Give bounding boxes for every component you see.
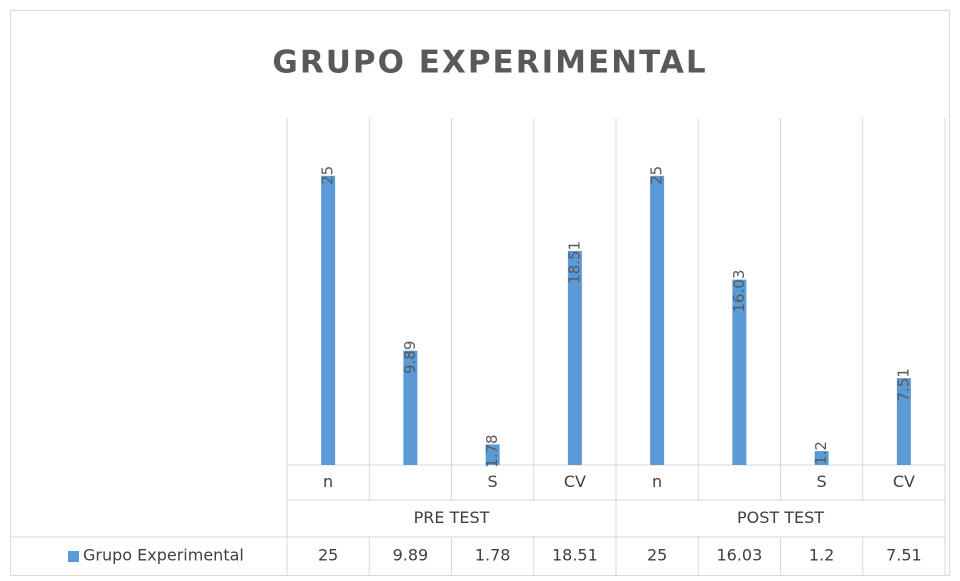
table-value: 18.51 xyxy=(552,546,598,565)
data-label: 25 xyxy=(648,166,666,185)
table-value: 9.89 xyxy=(393,546,429,565)
bar xyxy=(896,378,911,465)
x-tick-label: n xyxy=(323,472,333,491)
bar xyxy=(650,175,665,466)
data-label: 25 xyxy=(319,166,337,185)
data-label: 1.2 xyxy=(812,441,830,465)
x-tick-label: CV xyxy=(564,472,586,491)
table-value: 1.78 xyxy=(475,546,511,565)
bar xyxy=(321,175,336,466)
legend-label: Grupo Experimental xyxy=(83,546,244,565)
x-tick-label: CV xyxy=(893,472,915,491)
data-label: 18.51 xyxy=(565,241,583,284)
data-label: 1.78 xyxy=(483,434,501,467)
data-label: 16.03 xyxy=(730,270,748,313)
table-value: 25 xyxy=(647,546,667,565)
data-label: 9.89 xyxy=(401,341,419,374)
bar xyxy=(732,279,747,465)
chart-title: GRUPO EXPERIMENTAL xyxy=(272,45,707,81)
x-tick-label: n xyxy=(652,472,662,491)
bar xyxy=(485,444,500,465)
table-value: 16.03 xyxy=(716,546,762,565)
x-tick-label: S xyxy=(488,472,498,491)
table-value: 25 xyxy=(318,546,338,565)
table-value: 7.51 xyxy=(886,546,922,565)
bar xyxy=(567,250,582,465)
x-tick-label: S xyxy=(817,472,827,491)
data-label: 7.51 xyxy=(894,368,912,401)
bar xyxy=(403,350,418,465)
chart-border xyxy=(10,10,950,576)
bar xyxy=(814,451,829,465)
table-value: 1.2 xyxy=(809,546,834,565)
group-label: PRE TEST xyxy=(414,508,490,527)
group-label: POST TEST xyxy=(737,508,824,527)
legend-key xyxy=(68,551,79,562)
